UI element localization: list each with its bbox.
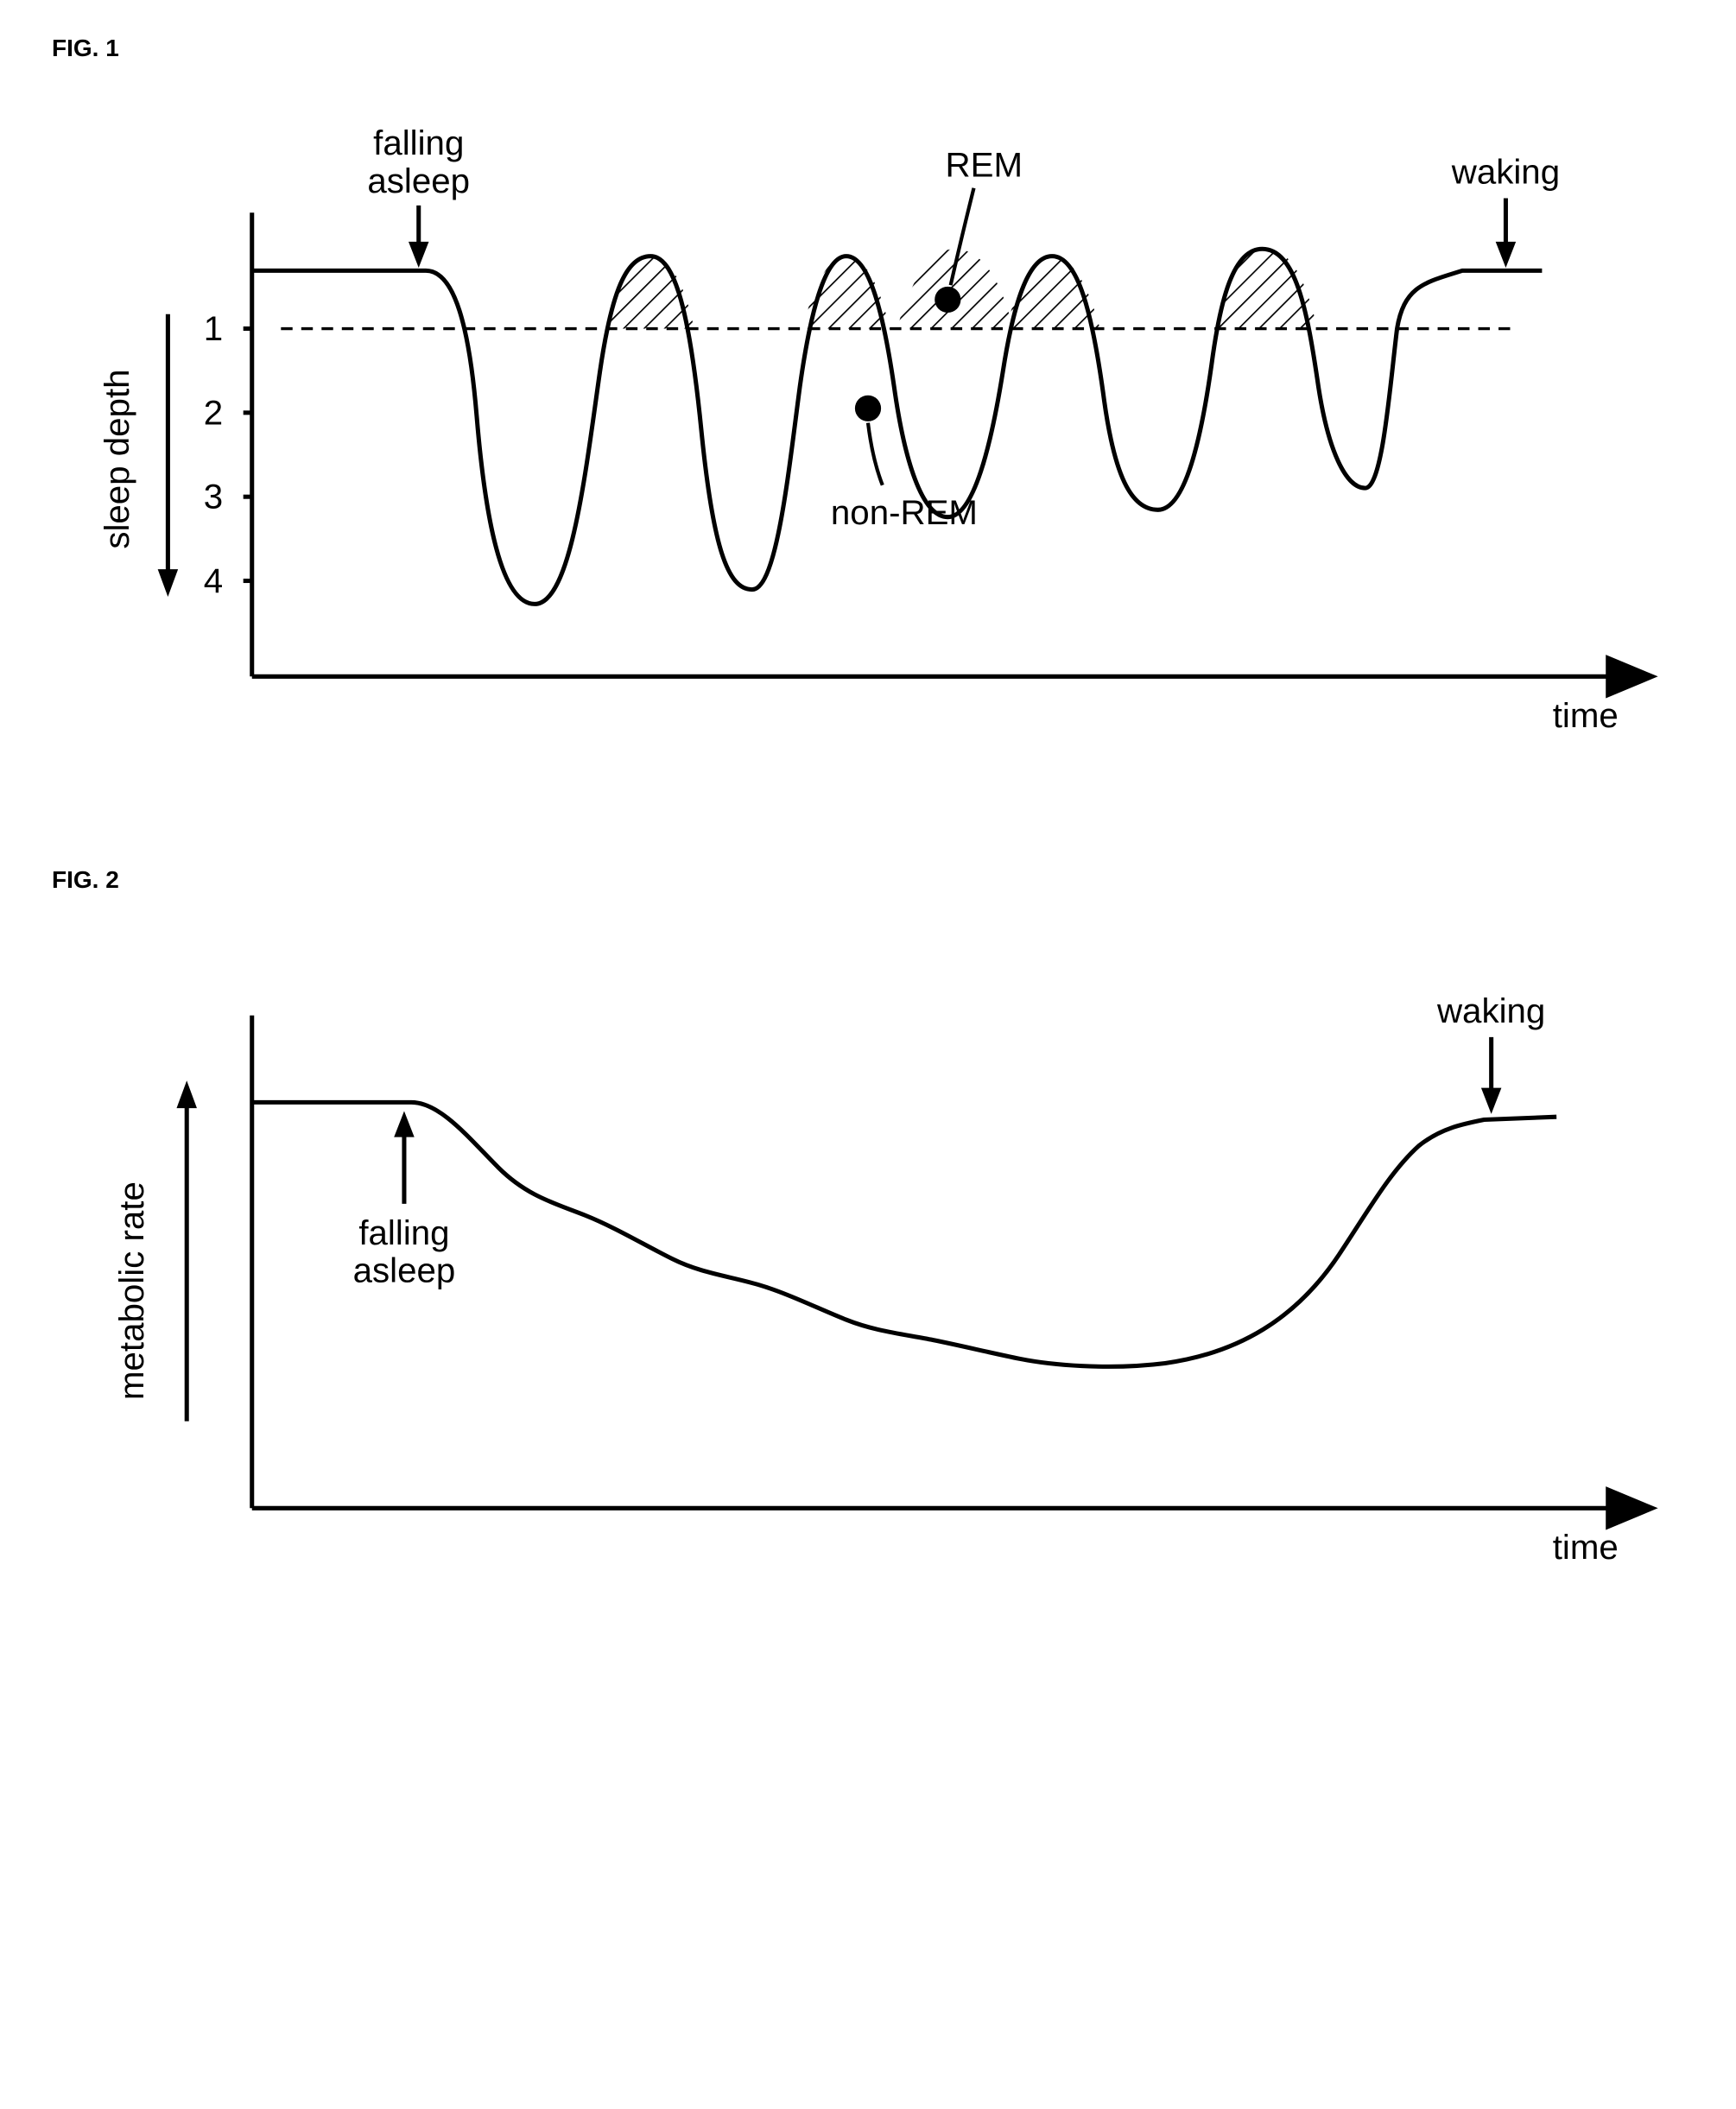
fig1-anno-waking: waking	[1451, 153, 1560, 268]
fig2-xlabel: time	[1553, 1528, 1619, 1567]
rem-marker	[935, 287, 960, 313]
fig1-falling-line1: falling	[373, 124, 464, 162]
fig2-svg: metabolic rate time falling asleep wakin…	[35, 928, 1701, 1624]
fig1-ytick-4: 4	[204, 561, 223, 600]
fig2-waking-text: waking	[1436, 991, 1545, 1030]
fig1-curve	[252, 249, 1543, 604]
fig1-rem-hatch-group	[607, 249, 1317, 328]
fig1-chart: 1 2 3 4 sleep depth time falling	[35, 97, 1701, 797]
svg-text:REM: REM	[946, 145, 1023, 184]
fig1-anno-falling: falling asleep	[367, 124, 470, 268]
fig1-ytick-1: 1	[204, 309, 223, 348]
figure-1-block: FIG. 1 1 2	[35, 35, 1701, 797]
nonrem-marker	[855, 396, 881, 421]
rem-hatch	[802, 256, 890, 329]
fig1-ylabel: sleep depth	[98, 369, 136, 548]
svg-text:non-REM: non-REM	[831, 493, 978, 532]
fig2-ylabel: metabolic rate	[112, 1181, 151, 1400]
fig1-falling-line2: asleep	[367, 162, 470, 200]
fig2-y-arrowhead	[176, 1080, 196, 1108]
rem-hatch	[607, 256, 694, 329]
fig1-svg: 1 2 3 4 sleep depth time falling	[35, 97, 1701, 793]
fig1-waking-text: waking	[1451, 153, 1560, 192]
fig2-falling-line1: falling	[358, 1213, 449, 1251]
fig1-nonrem-label: non-REM	[831, 396, 978, 532]
figure-2-block: FIG. 2 metabolic rate time fa	[35, 866, 1701, 1629]
fig1-yticks: 1 2 3 4	[204, 309, 252, 600]
fig1-xlabel: time	[1553, 696, 1619, 735]
fig2-label: FIG. 2	[52, 866, 1701, 894]
fig2-falling-line2: asleep	[353, 1251, 456, 1289]
fig2-anno-falling: falling asleep	[353, 1111, 456, 1289]
fig2-chart: metabolic rate time falling asleep wakin…	[35, 928, 1701, 1629]
fig1-ytick-3: 3	[204, 478, 223, 516]
rem-hatch	[1216, 249, 1317, 328]
fig2-anno-waking: waking	[1436, 991, 1545, 1114]
fig1-ytick-2: 2	[204, 393, 223, 432]
fig1-y-arrowhead	[158, 569, 178, 597]
fig1-label: FIG. 1	[52, 35, 1701, 62]
